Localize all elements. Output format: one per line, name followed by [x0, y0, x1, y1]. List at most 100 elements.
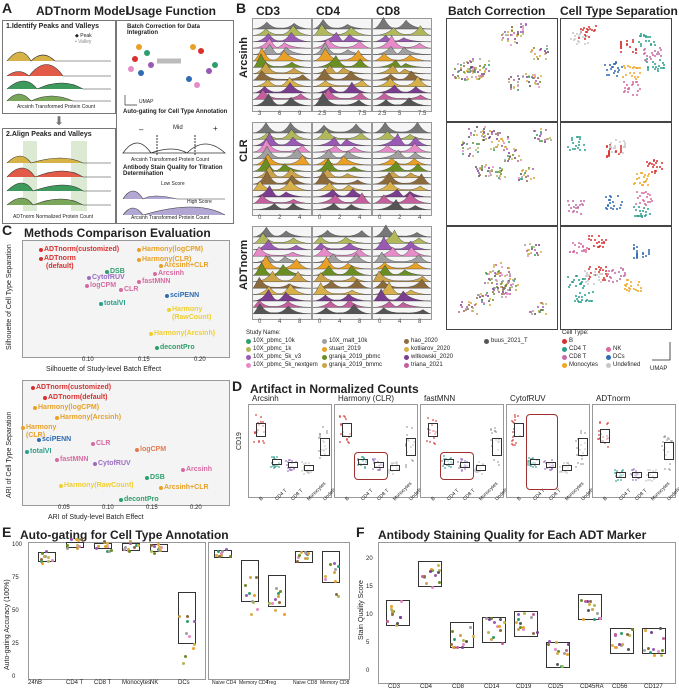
ridge-density: [312, 38, 372, 49]
umap-point: [579, 203, 582, 206]
study-swatch: [484, 339, 489, 344]
d-point: [548, 468, 551, 471]
c2-label: ADTnorm(customized): [36, 384, 112, 391]
e-point: [248, 592, 252, 596]
c2-point: [91, 442, 95, 446]
d-point: [273, 455, 276, 458]
umap-point: [484, 166, 487, 169]
d-point: [274, 466, 277, 469]
umap-point: [573, 243, 576, 246]
celltype-swatch: [606, 347, 611, 352]
celltype-swatch: [562, 355, 567, 360]
umap-point: [656, 165, 659, 168]
umap-point: [502, 291, 505, 294]
umap-point: [650, 197, 653, 200]
umap-point: [588, 237, 591, 240]
umap-point: [639, 66, 642, 69]
d-box: [578, 438, 588, 456]
umap-point: [537, 309, 540, 312]
umap-point: [636, 66, 639, 69]
umap-point: [540, 130, 543, 133]
umap-point: [504, 275, 507, 278]
umap-point: [579, 281, 582, 284]
umap-point: [489, 135, 492, 138]
f-point: [650, 630, 654, 634]
ridge-density: [312, 299, 372, 308]
ridge-density: [372, 121, 432, 134]
umap-point: [545, 302, 548, 305]
ridge-density: [372, 34, 432, 42]
umap-point: [638, 214, 641, 217]
umap-point: [584, 37, 587, 40]
d-box: [476, 464, 486, 472]
f-point: [565, 649, 569, 653]
e-point: [277, 600, 281, 604]
umap-point: [475, 312, 478, 315]
f-ytick: 15: [366, 584, 373, 590]
usage-box: Batch Correction for Data Integration UM…: [116, 20, 234, 224]
umap-point: [586, 280, 589, 283]
usage-batch-diagram: [124, 44, 218, 106]
umap-point: [497, 273, 500, 276]
e-point: [152, 551, 156, 555]
e-point: [124, 546, 128, 550]
step2-ridges: [6, 141, 111, 211]
f-point: [436, 571, 440, 575]
umap-point: [647, 193, 650, 196]
umap-point: [503, 288, 506, 291]
c2-point: [31, 386, 35, 390]
umap-point: [585, 31, 588, 34]
e-cat-label: Treg: [266, 680, 277, 686]
celltype-legend-title: Cell Type:: [562, 330, 589, 336]
umap-point: [630, 284, 633, 287]
e-point: [244, 594, 248, 598]
umap-point: [572, 249, 575, 252]
c2-label: Harmony(Arcsinh): [60, 414, 122, 421]
f-point: [396, 621, 400, 625]
umap-point: [636, 196, 639, 199]
d-point: [393, 462, 396, 465]
c1-label: totalVI: [104, 300, 126, 307]
d-point: [425, 440, 428, 443]
umap-point: [625, 278, 628, 281]
umap-point: [634, 214, 637, 217]
umap-point: [659, 66, 662, 69]
b-col-celltype: Cell Type Separation: [560, 4, 678, 18]
f-point: [500, 642, 504, 646]
umap-point: [572, 278, 575, 281]
c1-label: Arcsinh: [158, 270, 185, 277]
d-box: [546, 461, 556, 469]
umap-point: [570, 207, 573, 210]
umap-point: [509, 284, 512, 287]
umap-point: [537, 138, 540, 141]
step1-ridges: [6, 51, 111, 102]
umap-point: [629, 45, 632, 48]
e-point: [221, 549, 224, 553]
umap-point: [647, 40, 650, 43]
f-point: [498, 618, 502, 622]
e-point: [277, 594, 281, 598]
umap-point: [584, 270, 587, 273]
d-point: [615, 470, 618, 472]
d-point: [668, 438, 671, 441]
ridge-density: [372, 142, 432, 153]
d-point: [339, 422, 342, 425]
e-point: [186, 619, 190, 623]
c2-point: [119, 498, 123, 502]
d-point: [513, 415, 516, 418]
umap-point: [512, 282, 515, 285]
d-point: [513, 419, 516, 422]
umap-point: [583, 285, 586, 288]
ridge-density: [252, 246, 312, 257]
d-point: [361, 455, 364, 458]
umap-point: [478, 65, 481, 68]
umap-point: [474, 67, 477, 70]
umap-point: [479, 296, 482, 299]
umap-point: [598, 244, 601, 247]
umap-point: [598, 270, 601, 273]
c2-label: decontPro: [124, 496, 159, 503]
c2-plot: [22, 380, 230, 506]
umap-point: [507, 270, 510, 273]
f-point: [437, 581, 441, 585]
umap-point: [576, 39, 579, 42]
